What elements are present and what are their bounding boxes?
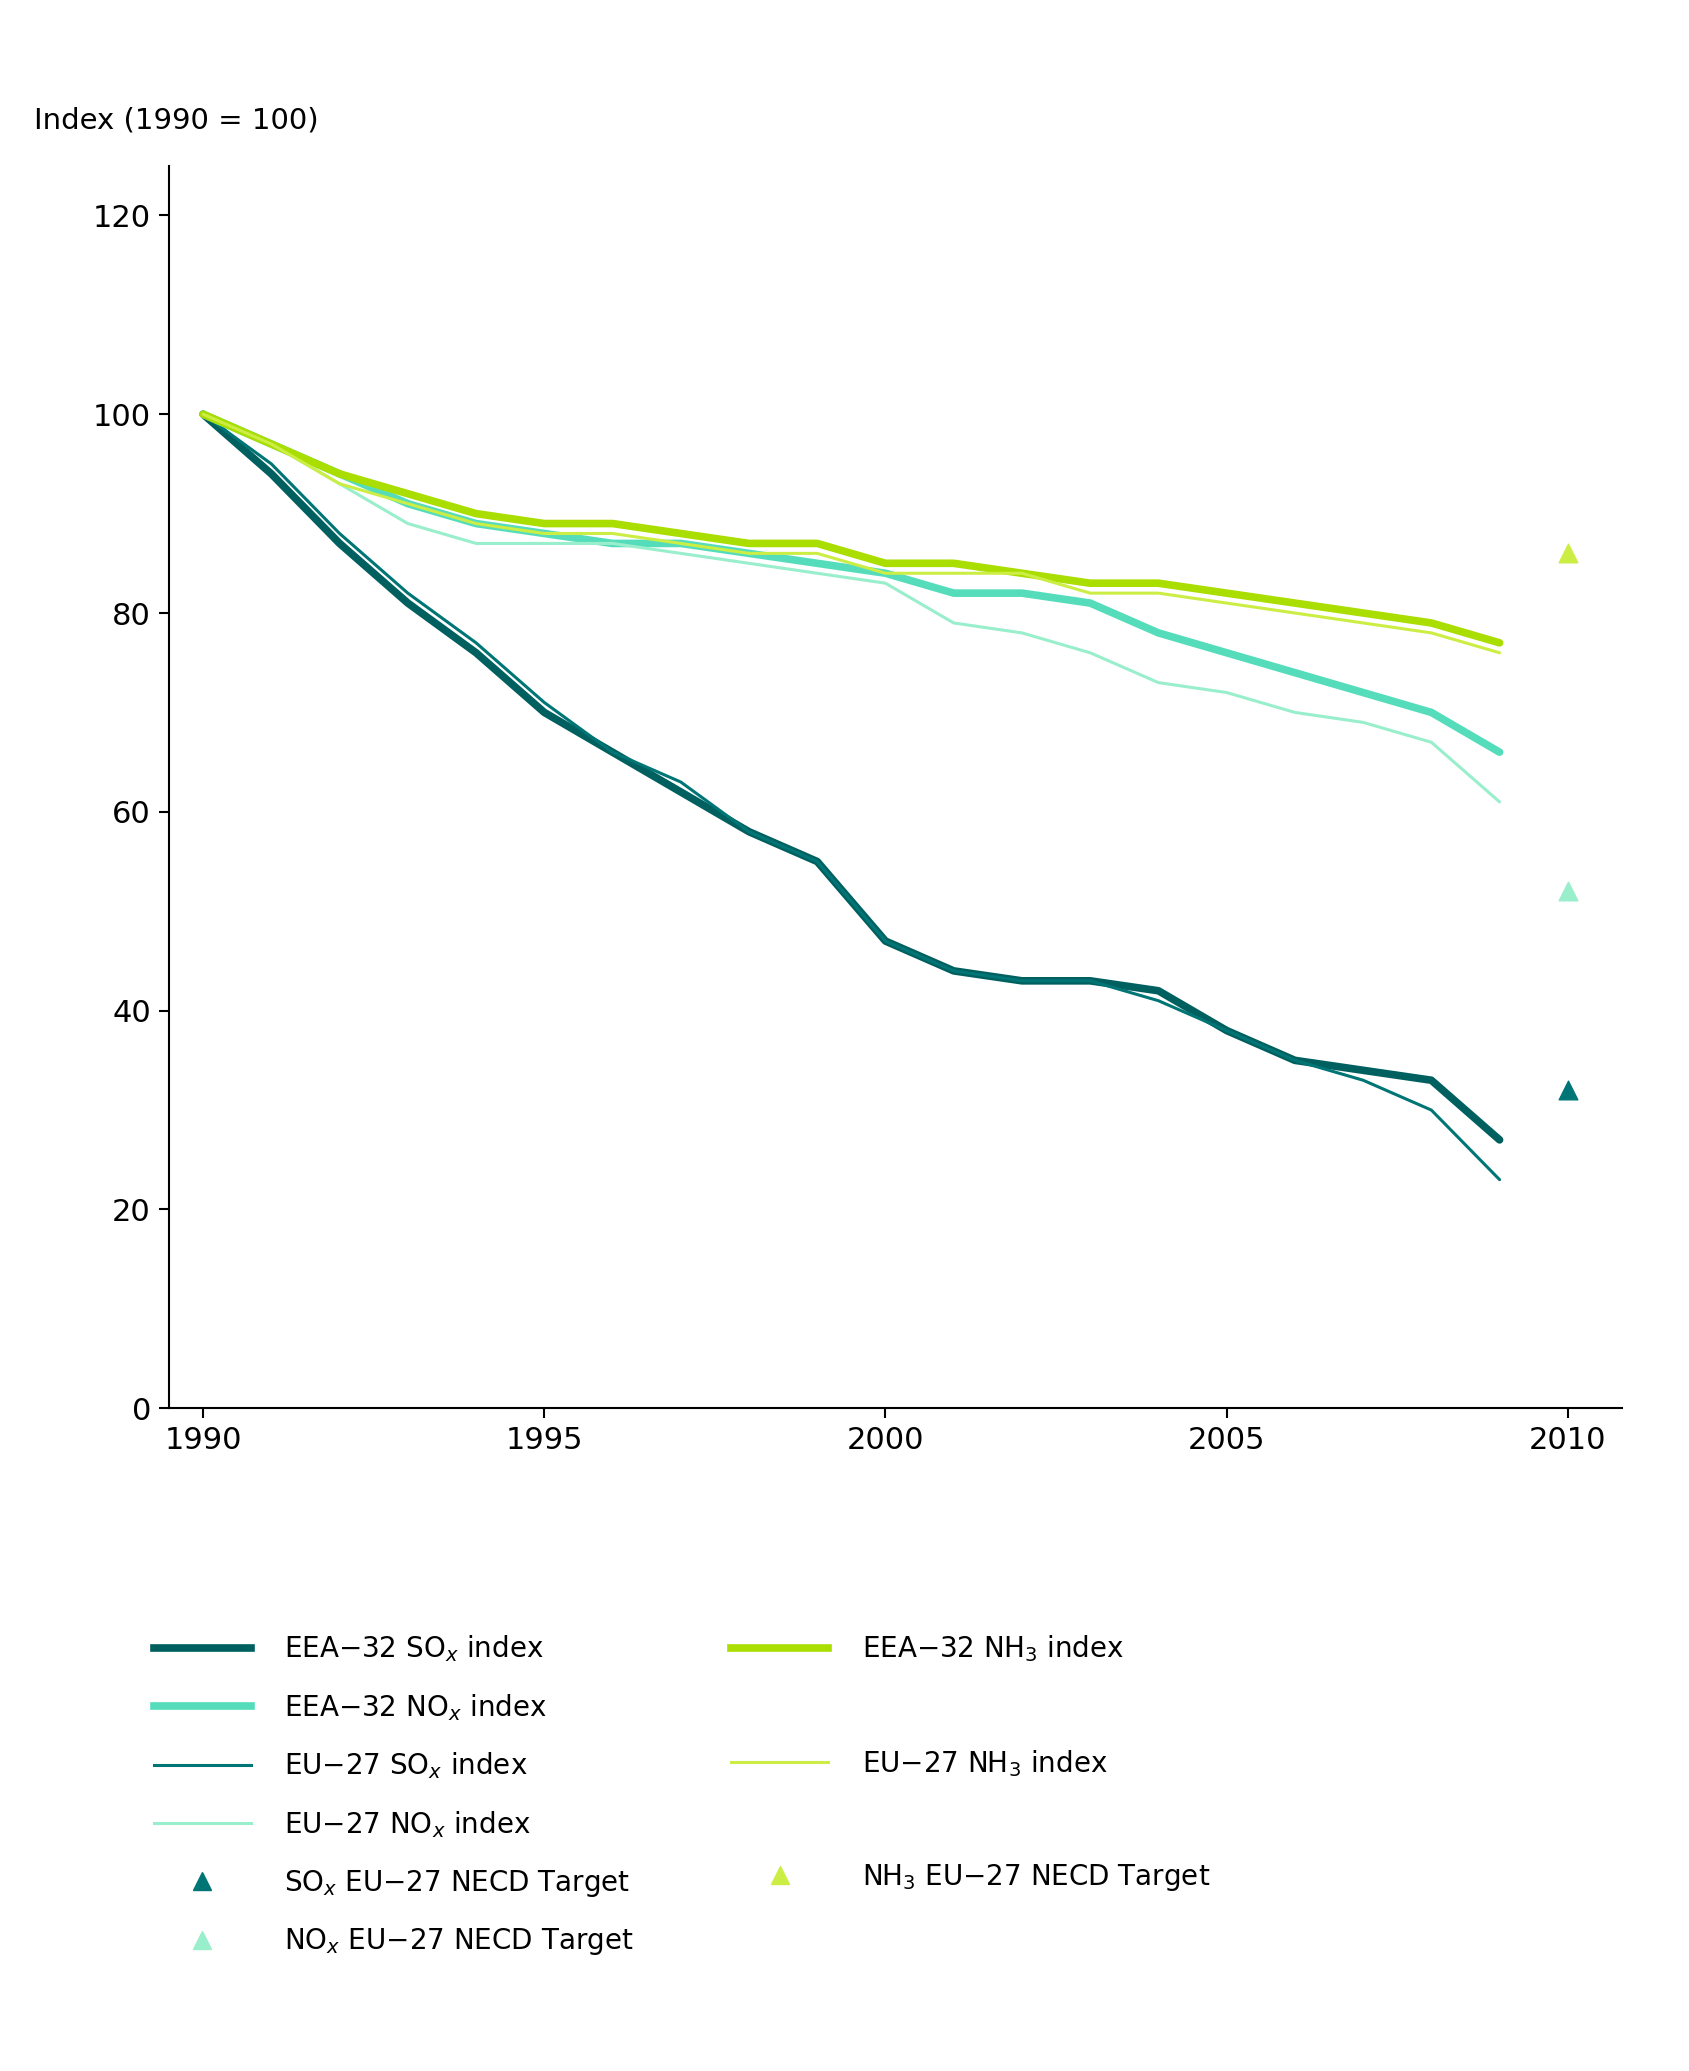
Text: Index (1990 = 100): Index (1990 = 100)	[34, 106, 318, 135]
Point	[1554, 874, 1581, 907]
Point	[1554, 1073, 1581, 1106]
Legend: EEA$-$32 SO$_x$ index, EEA$-$32 NO$_x$ index, EU$-$27 SO$_x$ index, EU$-$27 NO$_: EEA$-$32 SO$_x$ index, EEA$-$32 NO$_x$ i…	[154, 1634, 1209, 1957]
Point	[1554, 536, 1581, 570]
